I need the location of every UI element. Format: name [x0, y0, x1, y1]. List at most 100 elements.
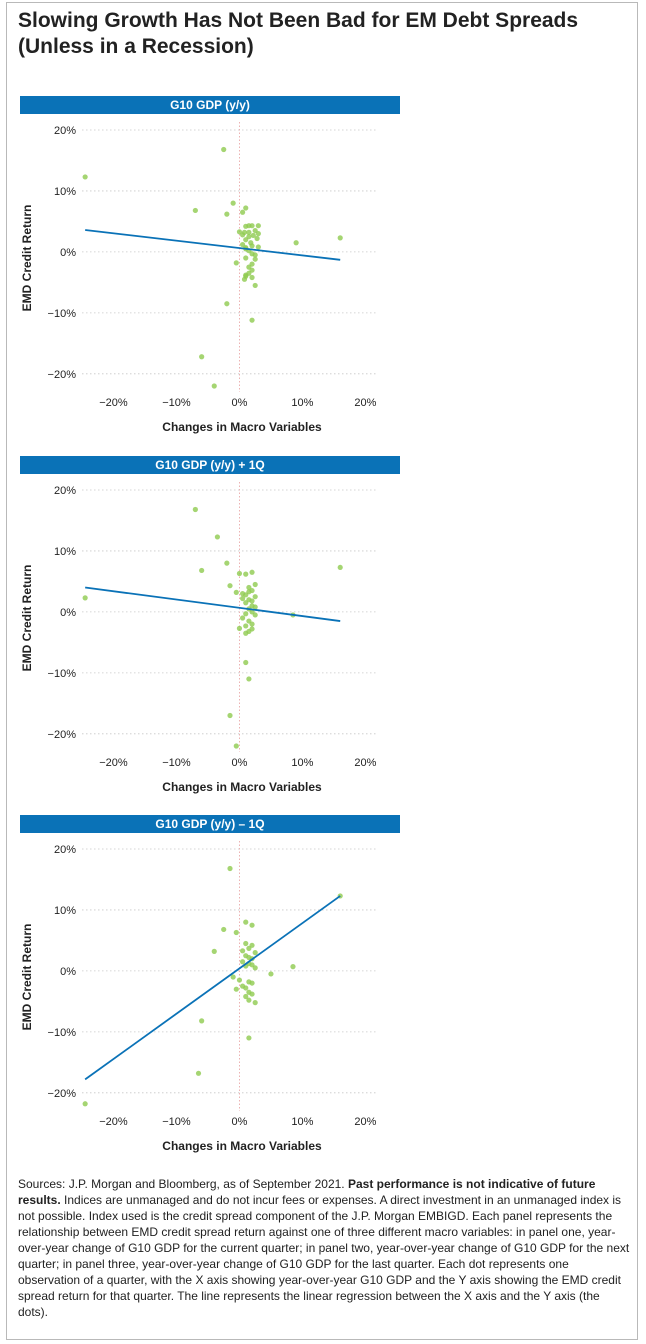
scatter-point — [249, 991, 255, 997]
panel-header: G10 GDP (y/y) — [20, 96, 400, 114]
y-tick-label: 10% — [54, 186, 76, 198]
chart-panel-3: G10 GDP (y/y) – 1Q 20% 10% 0% −10% −20% −20% −… — [20, 815, 400, 1153]
scatter-chart: 20% 10% 0% −10% −20% −20% −10% 0% 10% 20% Changes … — [20, 482, 378, 794]
scatter-point — [239, 959, 246, 965]
scatter-point — [254, 235, 260, 242]
scatter-point — [227, 712, 233, 719]
chart-panel-2: G10 GDP (y/y) + 1Q 20% 10% 0% −10% −20% −20% −… — [20, 456, 400, 794]
scatter-point — [252, 612, 258, 618]
scatter-point — [243, 600, 249, 606]
regression-line — [85, 229, 341, 261]
x-tick-label: 0% — [231, 1116, 247, 1128]
scatter-point — [195, 1070, 202, 1076]
x-tick-label: 0% — [231, 757, 247, 769]
scatter-point — [243, 592, 249, 598]
x-tick-label: 20% — [354, 757, 376, 769]
scatter-point — [221, 926, 227, 933]
scatter-point — [199, 567, 205, 574]
x-axis-label: Changes in Macro Variables — [162, 420, 322, 434]
footnote-disclaimer: Past performance is not indicative of fu… — [18, 1177, 596, 1207]
x-tick-label: −20% — [99, 397, 128, 409]
scatter-point — [233, 743, 239, 749]
scatter-chart: 20% 10% 0% −10% −20% −20% −10% 0% 10% 20% Changes … — [20, 841, 378, 1153]
scatter-point — [192, 506, 198, 513]
scatter-point — [239, 209, 246, 215]
scatter-point — [243, 993, 249, 1000]
scatter-point — [243, 659, 249, 666]
panel-header: G10 GDP (y/y) + 1Q — [20, 456, 400, 474]
x-tick-label: −10% — [162, 397, 191, 409]
scatter-point — [249, 980, 255, 986]
scatter-point — [241, 276, 248, 282]
title-line-2: (Unless in a Recession) — [18, 35, 254, 58]
scatter-point — [233, 260, 239, 266]
scatter-point — [290, 964, 296, 970]
scatter-point — [249, 274, 255, 281]
scatter-point — [227, 865, 233, 872]
scatter-point — [239, 595, 246, 602]
scatter-point — [249, 587, 255, 594]
y-axis-label: EMD Credit Return — [20, 924, 34, 1031]
scatter-point — [239, 232, 246, 238]
y-tick-label: 10% — [54, 905, 76, 917]
scatter-point — [243, 985, 249, 991]
scatter-point — [236, 570, 243, 577]
scatter-point — [221, 146, 227, 153]
scatter-point — [224, 560, 230, 566]
scatter-point — [337, 564, 343, 571]
scatter-point — [243, 940, 249, 947]
scatter-point — [211, 383, 217, 389]
scatter-point — [243, 611, 249, 617]
scatter-point — [227, 583, 233, 589]
scatter-point — [249, 598, 255, 604]
scatter-point — [82, 1101, 88, 1107]
scatter-point — [239, 615, 246, 621]
y-tick-label: 20% — [54, 485, 76, 497]
figure-title: Slowing Growth Has Not Been Bad for EM D… — [18, 8, 618, 60]
scatter-point — [233, 986, 239, 992]
scatter-point — [246, 997, 252, 1003]
x-tick-label: −10% — [162, 1116, 191, 1128]
scatter-point — [252, 604, 258, 610]
scatter-point — [82, 174, 88, 180]
scatter-point — [246, 229, 252, 235]
x-tick-label: 20% — [354, 397, 376, 409]
regression-line — [84, 895, 341, 1081]
scatter-point — [230, 974, 236, 980]
scatter-point — [246, 223, 252, 229]
scatter-point — [252, 282, 258, 289]
y-axis-label: EMD Credit Return — [20, 205, 34, 312]
scatter-point — [252, 594, 258, 600]
y-tick-label: −10% — [48, 1027, 77, 1039]
scatter-point — [243, 630, 249, 636]
y-tick-label: −20% — [48, 729, 77, 741]
y-tick-label: −10% — [48, 668, 77, 680]
scatter-point — [243, 255, 249, 261]
scatter-point — [252, 227, 258, 234]
scatter-point — [233, 589, 239, 595]
scatter-point — [255, 223, 261, 229]
scatter-point — [192, 207, 198, 214]
scatter-point — [249, 621, 255, 627]
scatter-point — [214, 534, 221, 540]
x-tick-label: 20% — [354, 1116, 376, 1128]
scatter-point — [249, 243, 255, 249]
y-tick-label: 20% — [54, 844, 76, 856]
scatter-point — [252, 252, 258, 258]
y-axis-label: EMD Credit Return — [20, 565, 34, 672]
x-tick-label: 10% — [291, 1116, 313, 1128]
scatter-point — [224, 301, 230, 307]
y-tick-label: 20% — [54, 125, 76, 137]
scatter-point — [249, 922, 255, 928]
scatter-point — [239, 948, 246, 954]
scatter-point — [293, 240, 299, 246]
scatter-point — [243, 205, 249, 211]
y-tick-label: −10% — [48, 308, 77, 320]
x-tick-label: −20% — [99, 1116, 128, 1128]
scatter-point — [246, 1035, 252, 1041]
x-axis-label: Changes in Macro Variables — [162, 780, 322, 794]
y-tick-label: 0% — [60, 247, 76, 259]
scatter-point — [243, 571, 249, 577]
footnote-body: Indices are unmanaged and do not incur f… — [18, 1193, 630, 1319]
scatter-point — [236, 625, 243, 631]
